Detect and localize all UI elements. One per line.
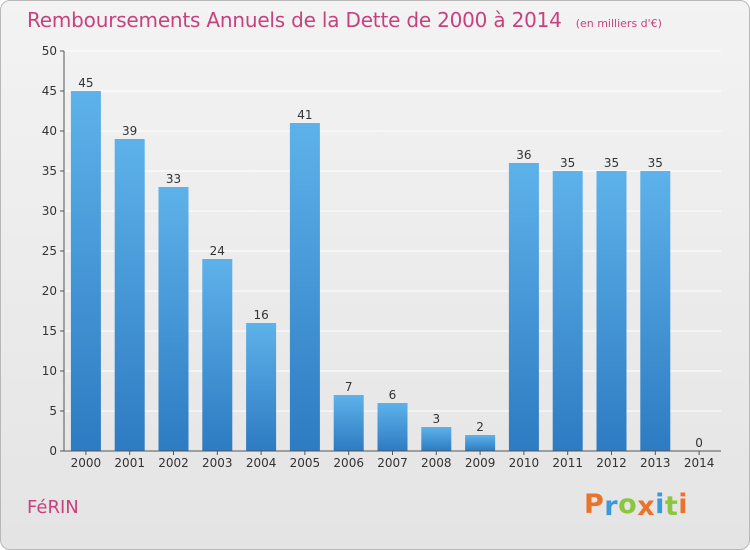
y-tick-label: 45 [42, 84, 57, 98]
y-tick-label: 5 [49, 404, 57, 418]
y-tick-label: 0 [49, 444, 57, 458]
bar [202, 259, 233, 451]
x-tick-label: 2013 [640, 456, 671, 470]
x-tick-label: 2014 [684, 456, 715, 470]
data-label: 16 [253, 308, 268, 322]
brand-letter: r [604, 491, 619, 522]
commune-name: FéRIN [27, 497, 79, 518]
y-tick-label: 15 [42, 324, 57, 338]
data-label: 35 [604, 156, 619, 170]
bar [246, 323, 277, 451]
data-label: 3 [432, 412, 440, 426]
bar [465, 435, 496, 451]
y-tick-label: 40 [42, 124, 57, 138]
bar [333, 395, 364, 451]
bar [640, 171, 671, 451]
data-label: 24 [210, 244, 225, 258]
bar [377, 403, 408, 451]
x-tick-label: 2007 [377, 456, 408, 470]
chart-unit: (en milliers d'€) [575, 17, 662, 30]
data-label: 2 [476, 420, 484, 434]
brand-letter: t [664, 491, 679, 522]
brand-letter: o [618, 489, 638, 520]
brand-letter: x [637, 491, 656, 522]
bar [552, 171, 583, 451]
x-tick-label: 2012 [596, 456, 627, 470]
bar [596, 171, 627, 451]
data-label: 36 [516, 148, 531, 162]
x-tick-label: 2004 [246, 456, 277, 470]
bar [289, 123, 320, 451]
data-label: 7 [345, 380, 353, 394]
axis-layer: 0510152025303540455045200039200133200224… [42, 44, 721, 470]
bar [114, 139, 145, 451]
x-tick-label: 2011 [552, 456, 583, 470]
bar [70, 91, 101, 451]
x-tick-label: 2005 [290, 456, 321, 470]
bar [158, 187, 189, 451]
bar [508, 163, 539, 451]
y-tick-label: 10 [42, 364, 57, 378]
bar [421, 427, 452, 451]
chart-title: Remboursements Annuels de la Dette de 20… [27, 8, 562, 32]
x-tick-label: 2006 [333, 456, 364, 470]
x-tick-label: 2010 [509, 456, 540, 470]
title-row: Remboursements Annuels de la Dette de 20… [27, 8, 662, 32]
bars-layer [70, 91, 671, 451]
data-label: 41 [297, 108, 312, 122]
data-label: 33 [166, 172, 181, 186]
y-tick-label: 30 [42, 204, 57, 218]
proxiti-logo[interactable]: Proxiti [584, 489, 689, 522]
data-label: 45 [78, 76, 93, 90]
y-tick-label: 50 [42, 44, 57, 58]
brand-letter: i [655, 489, 665, 520]
x-tick-label: 2002 [158, 456, 189, 470]
brand-letter: P [584, 489, 605, 520]
y-tick-label: 35 [42, 164, 57, 178]
x-tick-label: 2008 [421, 456, 452, 470]
x-tick-label: 2003 [202, 456, 233, 470]
y-tick-label: 20 [42, 284, 57, 298]
data-label: 39 [122, 124, 137, 138]
data-label: 35 [648, 156, 663, 170]
brand-letter: i [678, 489, 689, 520]
data-label: 0 [695, 436, 703, 450]
x-tick-label: 2009 [465, 456, 496, 470]
x-tick-label: 2000 [71, 456, 102, 470]
data-label: 6 [389, 388, 397, 402]
x-tick-label: 2001 [114, 456, 145, 470]
y-tick-label: 25 [42, 244, 57, 258]
data-label: 35 [560, 156, 575, 170]
